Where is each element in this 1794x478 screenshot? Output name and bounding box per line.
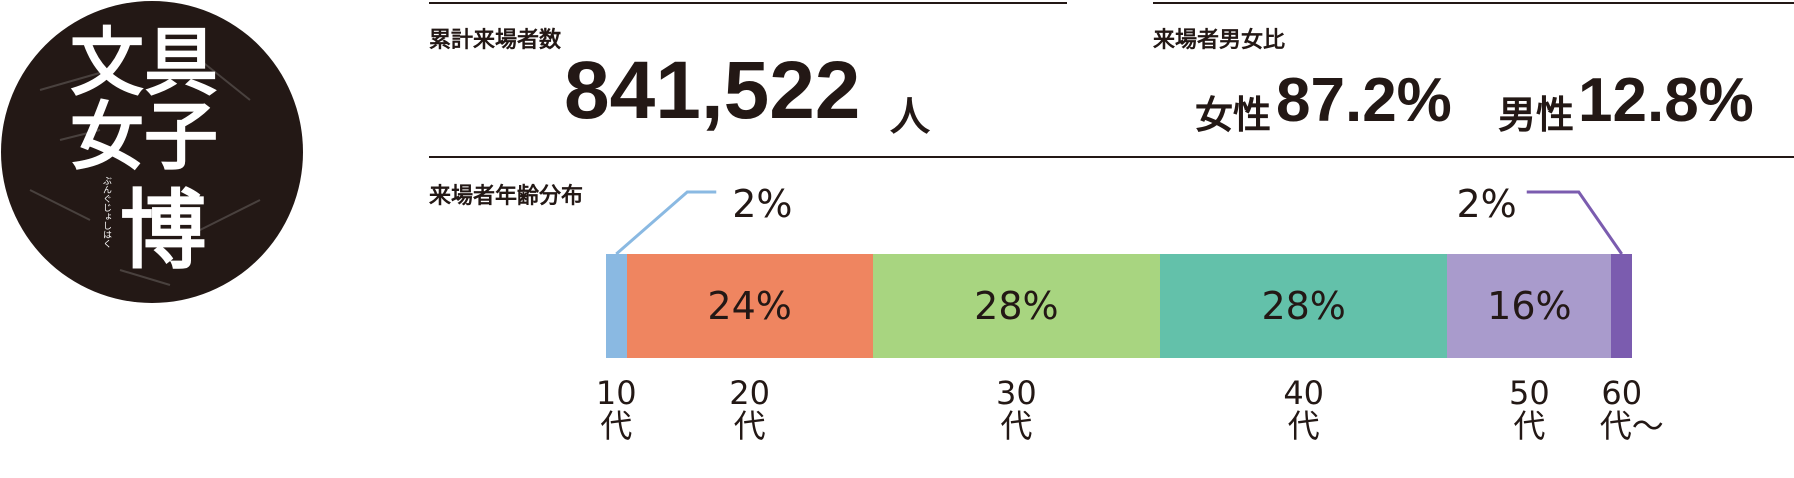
section-title: 来場者男女比 bbox=[1153, 28, 1286, 53]
age-label: 20代 bbox=[729, 374, 770, 445]
section-title: 累計来場者数 bbox=[429, 28, 562, 53]
bar-segment bbox=[1160, 254, 1448, 358]
bar-segment bbox=[626, 254, 873, 358]
logo-text: 博 bbox=[120, 181, 206, 281]
age-label: 10代 bbox=[595, 374, 637, 445]
segment-label: 16% bbox=[1487, 284, 1572, 328]
callout-line bbox=[615, 190, 717, 256]
segment-label: 2% bbox=[732, 182, 793, 226]
logo-text: 女子 bbox=[70, 94, 218, 180]
bar-segment bbox=[606, 254, 627, 358]
age-label: 40代 bbox=[1283, 374, 1325, 445]
segment-label: 24% bbox=[707, 284, 792, 328]
callout-line bbox=[1526, 190, 1623, 255]
logo-circle bbox=[1, 1, 303, 303]
gender-label: 女性 bbox=[1195, 93, 1272, 137]
section-title: 来場者年齢分布 bbox=[429, 184, 584, 209]
segment-label: 28% bbox=[974, 284, 1059, 328]
logo-ruby: ぶんぐじょしはく bbox=[101, 176, 111, 248]
segment-label: 2% bbox=[1456, 182, 1517, 226]
logo-text: 文具 bbox=[70, 20, 218, 106]
visitor-unit: 人 bbox=[890, 94, 930, 140]
bar-segment bbox=[1611, 254, 1632, 358]
rule bbox=[1153, 2, 1794, 4]
bar-segment bbox=[872, 254, 1161, 358]
age-label: 30代 bbox=[996, 374, 1037, 445]
gender-value: 12.8% bbox=[1578, 66, 1754, 135]
age-label: 50代 bbox=[1509, 374, 1550, 445]
segment-label: 28% bbox=[1261, 284, 1346, 328]
gender-label: 男性 bbox=[1498, 93, 1575, 137]
rule bbox=[429, 2, 1067, 4]
rule bbox=[429, 156, 1794, 158]
gender-value: 87.2% bbox=[1276, 66, 1452, 135]
bar-segment bbox=[1447, 254, 1612, 358]
visitor-count: 841,522 bbox=[564, 45, 861, 136]
age-label: 60代〜 bbox=[1599, 374, 1664, 445]
